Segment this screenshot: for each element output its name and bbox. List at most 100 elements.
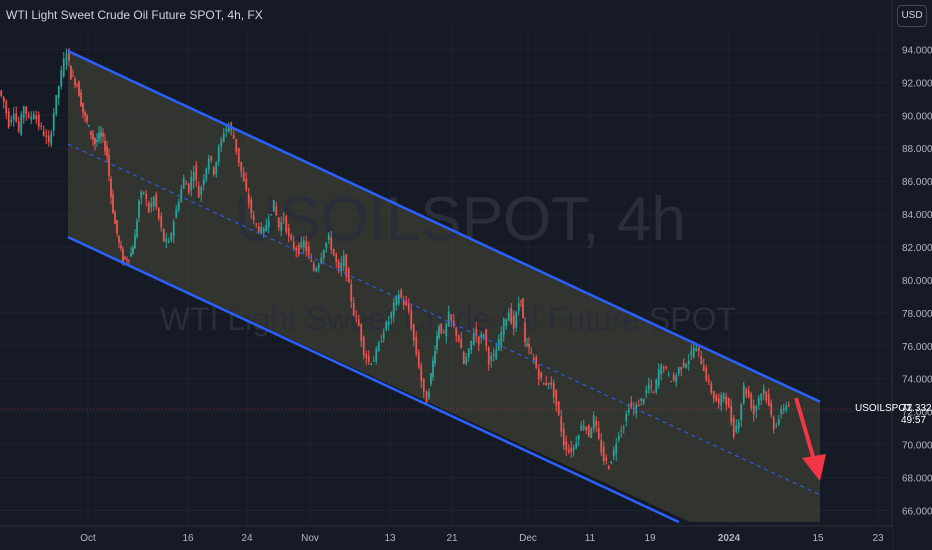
candle-body [662, 367, 665, 369]
candle-body [622, 428, 625, 430]
price-tick-label: 84.000 [902, 210, 932, 221]
candle-body [675, 375, 678, 383]
candle-body [124, 256, 126, 259]
candle-body [467, 348, 470, 357]
candle-body [205, 168, 208, 181]
candle-body [715, 395, 718, 402]
candle-body [382, 332, 385, 339]
candle-body [62, 58, 65, 77]
candle-body [340, 263, 343, 272]
candle-body [327, 235, 330, 241]
candle-body [700, 356, 703, 365]
candle-body [252, 215, 255, 220]
candle-body [510, 308, 513, 324]
candle-body [55, 95, 58, 114]
candle-body [287, 228, 290, 237]
candle-body [645, 389, 648, 393]
candle-body [522, 298, 524, 319]
candle-body [552, 383, 555, 397]
candle-body [0, 90, 3, 96]
candle-body [777, 419, 780, 424]
candle-body [52, 112, 55, 131]
candle-body [10, 119, 13, 123]
candle-body [440, 323, 443, 334]
time-tick-label: 2024 [718, 533, 741, 544]
candle-body [528, 344, 530, 348]
candle-body [732, 417, 735, 438]
candle-body [487, 347, 490, 365]
candle-body [212, 167, 215, 175]
candle-body [687, 360, 690, 364]
candle-body [412, 324, 415, 341]
candle-body [610, 461, 613, 463]
candle-body [685, 363, 688, 368]
candle-body [775, 425, 778, 427]
currency-button[interactable]: USD [897, 5, 927, 27]
candle-body [580, 425, 583, 431]
candle-body [655, 379, 658, 392]
time-tick-label: 21 [446, 533, 458, 544]
candle-body [175, 209, 178, 219]
trend-arrow [794, 397, 826, 481]
candle-body [122, 249, 124, 263]
candle-body [705, 368, 708, 380]
candle-body [195, 165, 198, 180]
candle-body [136, 220, 138, 237]
price-tag-countdown: 49:57 [901, 415, 927, 426]
candle-body [712, 391, 715, 399]
candle-body [600, 440, 603, 453]
candle-body [657, 369, 660, 386]
candle-body [197, 185, 200, 198]
time-tick-label: Dec [519, 533, 537, 544]
candle-body [177, 202, 180, 211]
candle-body [297, 244, 300, 255]
candle-body [607, 466, 610, 470]
candle-body [652, 391, 655, 393]
candle-body [290, 234, 293, 240]
candle-body [220, 139, 223, 147]
time-tick-label: 24 [241, 533, 253, 544]
candle-body [517, 303, 520, 312]
candle-body [367, 356, 370, 363]
candle-body [750, 394, 753, 409]
candle-body [567, 450, 570, 453]
candle-body [150, 203, 153, 208]
candle-body [422, 378, 425, 392]
candle-body [247, 194, 250, 204]
candle-body [760, 394, 763, 401]
candle-body [490, 356, 493, 361]
candle-body [617, 435, 620, 440]
candle-body [520, 300, 522, 302]
candle-body [524, 322, 526, 342]
candle-body [765, 391, 768, 401]
channel-middle-line [67, 143, 821, 496]
candle-body [104, 141, 106, 152]
candle-body [170, 233, 173, 241]
candle-body [670, 381, 673, 383]
channel-area [68, 51, 820, 522]
candle-body [37, 114, 40, 127]
candle-body [442, 332, 445, 334]
candle-body [647, 384, 650, 390]
candle-body [242, 172, 245, 182]
time-tick-label: 19 [644, 533, 656, 544]
price-tick-label: 78.000 [902, 309, 932, 320]
candle-body [502, 318, 505, 336]
candle-body [557, 401, 560, 415]
candle-body [530, 352, 533, 354]
candle-body [70, 66, 72, 80]
candle-body [120, 245, 122, 249]
candle-body [630, 402, 633, 408]
candle-body [102, 133, 104, 137]
candle-body [80, 92, 82, 107]
candle-body [305, 241, 308, 252]
candle-body [512, 315, 515, 329]
candle-body [215, 161, 218, 175]
candle-body [500, 331, 503, 347]
candle-body [112, 194, 114, 213]
candle-body [405, 300, 408, 306]
candle-body [27, 114, 30, 118]
candle-body [32, 114, 35, 120]
candle-body [410, 310, 413, 329]
